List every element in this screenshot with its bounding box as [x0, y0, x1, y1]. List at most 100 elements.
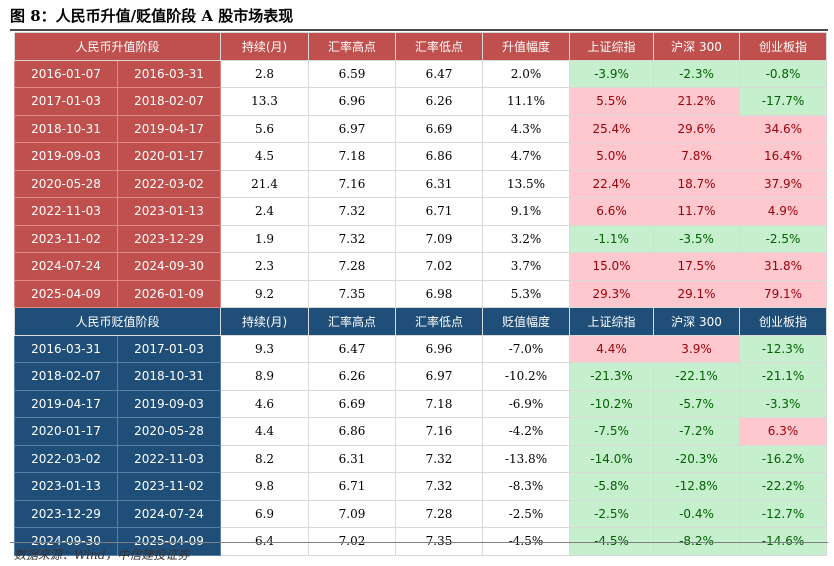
fx-high-cell: 7.16: [308, 169, 397, 198]
start-date-cell: 2018-10-31: [14, 114, 118, 143]
fx-low-cell: 6.31: [395, 169, 484, 198]
hs300-cell: -22.1%: [653, 362, 741, 391]
start-date-cell: 2016-01-07: [14, 59, 118, 88]
fx-high-cell: 6.31: [308, 444, 397, 473]
hs300-cell: -20.3%: [653, 444, 741, 473]
duration-cell: 9.8: [220, 472, 310, 501]
change-cell: -4.2%: [482, 417, 571, 446]
gem-index-cell: 4.9%: [739, 197, 828, 226]
sh-index-cell: 6.6%: [569, 197, 655, 226]
depreciation-row: 2016-03-31 2017-01-03 9.3 6.47 6.96 -7.0% 4.4%…: [14, 334, 828, 363]
fx-high-cell: 7.35: [308, 279, 397, 308]
end-date-cell: 2022-03-02: [116, 169, 222, 198]
hs300-cell: -5.7%: [653, 389, 741, 418]
gem-index-cell: -0.8%: [739, 59, 828, 88]
fx-low-cell: 7.32: [395, 444, 484, 473]
fx-high-cell: 6.26: [308, 362, 397, 391]
header-fx-high: 汇率高点: [308, 32, 397, 61]
hs300-cell: 18.7%: [653, 169, 741, 198]
header-sh-index: 上证综指: [569, 32, 655, 61]
appreciation-row: 2020-05-28 2022-03-02 21.4 7.16 6.31 13.5% 22.…: [14, 169, 828, 198]
fx-high-cell: 6.69: [308, 389, 397, 418]
gem-index-cell: -12.7%: [739, 499, 828, 528]
duration-cell: 4.6: [220, 389, 310, 418]
start-date-cell: 2016-03-31: [14, 334, 118, 363]
duration-cell: 6.9: [220, 499, 310, 528]
gem-index-cell: 31.8%: [739, 252, 828, 281]
duration-cell: 4.4: [220, 417, 310, 446]
duration-cell: 8.9: [220, 362, 310, 391]
header-period: 人民币贬值阶段: [13, 307, 222, 336]
header-fx-low: 汇率低点: [395, 307, 484, 336]
end-date-cell: 2016-03-31: [116, 59, 222, 88]
hs300-cell: -12.8%: [653, 472, 741, 501]
change-cell: 4.3%: [482, 114, 571, 143]
top-rule: [10, 29, 828, 31]
appreciation-row: 2025-04-09 2026-01-09 9.2 7.35 6.98 5.3% 29.3%…: [14, 279, 828, 308]
gem-index-cell: 16.4%: [739, 142, 828, 171]
start-date-cell: 2022-03-02: [14, 444, 118, 473]
change-cell: -6.9%: [482, 389, 571, 418]
gem-index-cell: 79.1%: [739, 279, 828, 308]
end-date-cell: 2020-05-28: [116, 417, 222, 446]
gem-index-cell: -21.1%: [739, 362, 828, 391]
end-date-cell: 2024-07-24: [116, 499, 222, 528]
sh-index-cell: -7.5%: [569, 417, 655, 446]
end-date-cell: 2023-12-29: [116, 224, 222, 253]
start-date-cell: 2019-04-17: [14, 389, 118, 418]
change-cell: -13.8%: [482, 444, 571, 473]
appreciation-row: 2023-11-02 2023-12-29 1.9 7.32 7.09 3.2% -1.1%…: [14, 224, 828, 253]
change-cell: 13.5%: [482, 169, 571, 198]
fx-low-cell: 7.32: [395, 472, 484, 501]
start-date-cell: 2020-01-17: [14, 417, 118, 446]
change-cell: 5.3%: [482, 279, 571, 308]
start-date-cell: 2018-02-07: [14, 362, 118, 391]
gem-index-cell: -2.5%: [739, 224, 828, 253]
appreciation-header-row: 人民币升值阶段 持续(月) 汇率高点 汇率低点 升值幅度 上证综指 沪深 300…: [13, 32, 828, 61]
depreciation-row: 2023-01-13 2023-11-02 9.8 6.71 7.32 -8.3% -5.8…: [14, 472, 828, 501]
depreciation-row: 2023-12-29 2024-07-24 6.9 7.09 7.28 -2.5% -2.5…: [14, 499, 828, 528]
sh-index-cell: -3.9%: [569, 59, 655, 88]
fx-high-cell: 6.97: [308, 114, 397, 143]
depreciation-row: 2022-03-02 2022-11-03 8.2 6.31 7.32 -13.8% -14…: [14, 444, 828, 473]
gem-index-cell: -16.2%: [739, 444, 828, 473]
start-date-cell: 2020-05-28: [14, 169, 118, 198]
change-cell: -2.5%: [482, 499, 571, 528]
start-date-cell: 2022-11-03: [14, 197, 118, 226]
start-date-cell: 2024-07-24: [14, 252, 118, 281]
change-cell: 11.1%: [482, 87, 571, 116]
fx-high-cell: 7.32: [308, 197, 397, 226]
sh-index-cell: 5.5%: [569, 87, 655, 116]
hs300-cell: 17.5%: [653, 252, 741, 281]
sh-index-cell: -1.1%: [569, 224, 655, 253]
duration-cell: 9.2: [220, 279, 310, 308]
appreciation-row: 2022-11-03 2023-01-13 2.4 7.32 6.71 9.1% 6.6% 1…: [14, 197, 828, 226]
header-hs300: 沪深 300: [653, 32, 741, 61]
fx-high-cell: 6.96: [308, 87, 397, 116]
duration-cell: 1.9: [220, 224, 310, 253]
fx-high-cell: 7.09: [308, 499, 397, 528]
header-duration: 持续(月): [220, 307, 310, 336]
depreciation-row: 2020-01-17 2020-05-28 4.4 6.86 7.16 -4.2% -7.5…: [14, 417, 828, 446]
header-gem-index: 创业板指: [739, 32, 828, 61]
hs300-cell: 29.1%: [653, 279, 741, 308]
end-date-cell: 2018-10-31: [116, 362, 222, 391]
gem-index-cell: -3.3%: [739, 389, 828, 418]
hs300-cell: 21.2%: [653, 87, 741, 116]
end-date-cell: 2026-01-09: [116, 279, 222, 308]
start-date-cell: 2019-09-03: [14, 142, 118, 171]
appreciation-row: 2017-01-03 2018-02-07 13.3 6.96 6.26 11.1% 5.5…: [14, 87, 828, 116]
end-date-cell: 2018-02-07: [116, 87, 222, 116]
end-date-cell: 2025-04-09: [116, 527, 222, 556]
hs300-cell: -2.3%: [653, 59, 741, 88]
end-date-cell: 2019-09-03: [116, 389, 222, 418]
fx-low-cell: 7.18: [395, 389, 484, 418]
sh-index-cell: -2.5%: [569, 499, 655, 528]
fx-low-cell: 7.35: [395, 527, 484, 556]
fx-low-cell: 6.97: [395, 362, 484, 391]
end-date-cell: 2024-09-30: [116, 252, 222, 281]
depreciation-header-row: 人民币贬值阶段 持续(月) 汇率高点 汇率低点 贬值幅度 上证综指 沪深 300 创业板指: [13, 307, 828, 336]
start-date-cell: 2023-01-13: [14, 472, 118, 501]
fx-high-cell: 6.47: [308, 334, 397, 363]
start-date-cell: 2023-11-02: [14, 224, 118, 253]
